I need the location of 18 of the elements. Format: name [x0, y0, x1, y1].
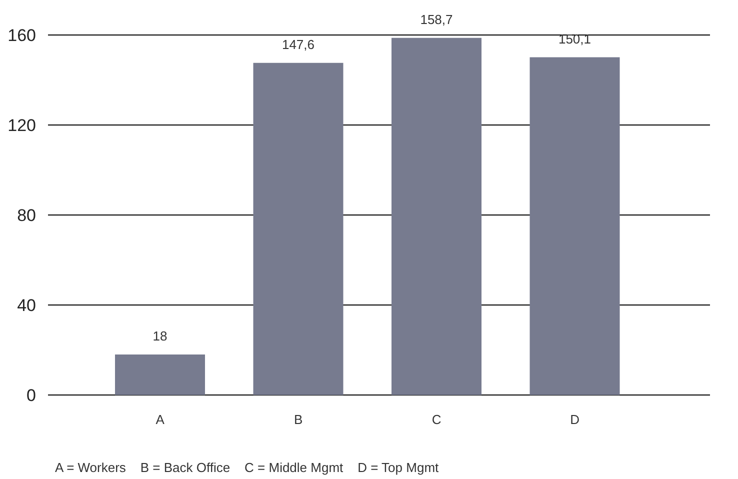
bar [115, 354, 205, 395]
bar [392, 38, 482, 395]
data-label: 147,6 [282, 36, 315, 52]
data-label: 18 [152, 328, 168, 344]
data-label: 158,7 [420, 12, 453, 27]
bar [530, 57, 620, 395]
y-tick-label: 0 [26, 386, 36, 406]
y-tick-label: 40 [17, 296, 36, 316]
bar [253, 62, 344, 395]
x-tick-label: C [432, 412, 442, 428]
y-tick-label: 120 [8, 116, 36, 136]
y-tick-label: 160 [8, 26, 36, 46]
data-label: 150,1 [558, 31, 592, 46]
text: A = Workers B = Back Office C = Middle Mgmt D = Top Mgmt [55, 460, 440, 475]
y-tick-label: 80 [17, 206, 36, 226]
x-tick-label: A [156, 412, 165, 428]
x-tick-label: D [570, 412, 580, 428]
x-tick-label: B [294, 412, 303, 428]
